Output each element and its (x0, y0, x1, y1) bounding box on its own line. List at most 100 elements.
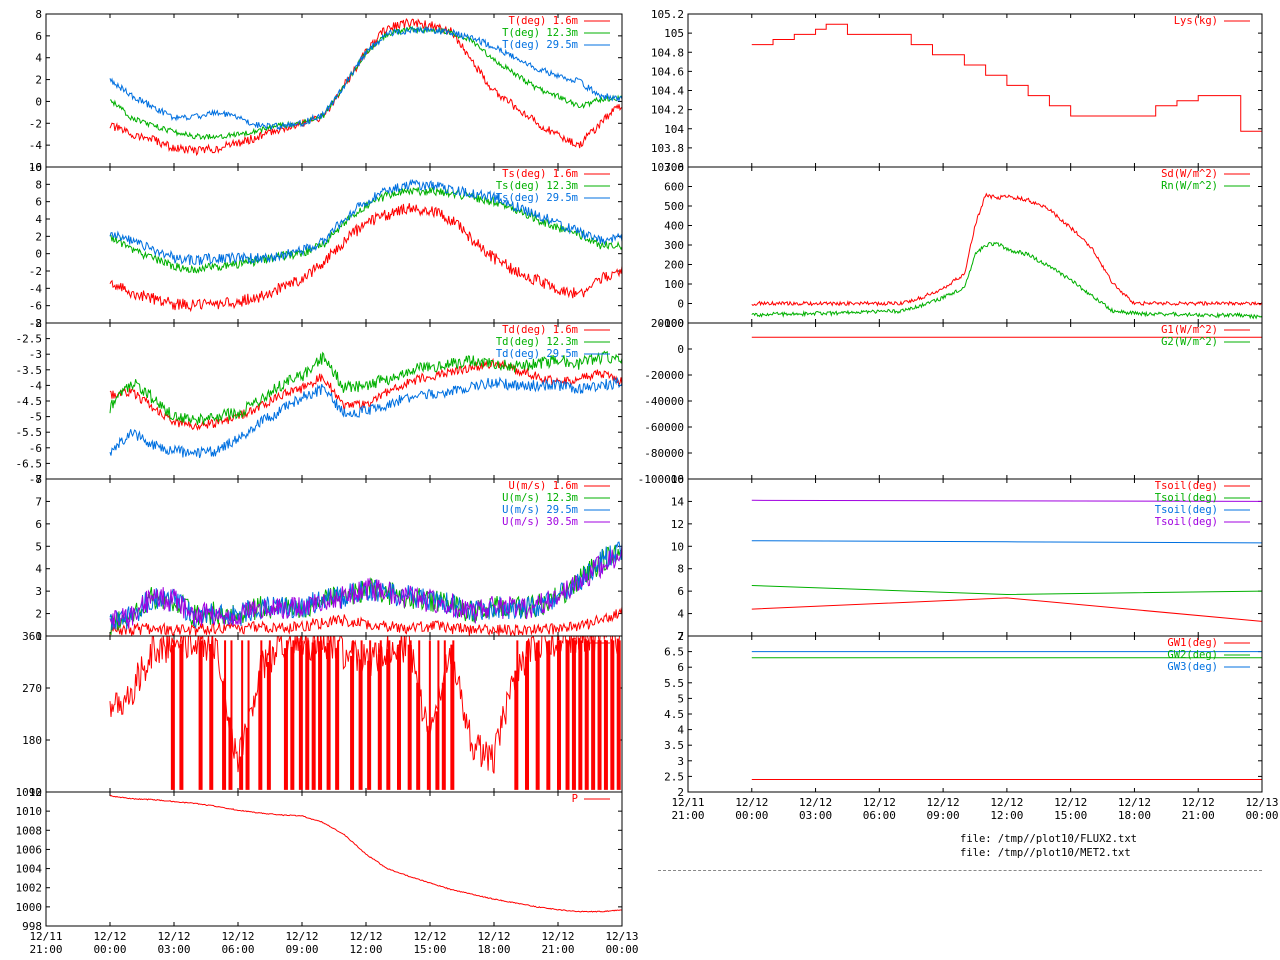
xtick-time: 03:00 (157, 943, 190, 956)
ytick-label: 104.4 (651, 85, 684, 98)
ytick-label: 0 (35, 95, 42, 108)
series-line-rad-0 (751, 192, 1262, 307)
ytick-label: 2 (35, 74, 42, 87)
ytick-label: -4 (29, 282, 43, 295)
panel-wind: 8 7 6 5 4 3 2 1 U(m/s) 1.6mU(m/s) 12.3mU(m/s) 29… (35, 473, 623, 643)
series-line-tsoil-0 (751, 597, 1262, 622)
legend-label: G2(W/m^2) (1161, 336, 1218, 348)
panel-gflux: 20000 0 -20000 -40000 -60000 -80000 -100000 G1(… (638, 317, 1263, 486)
xtick-date: 12/12 (990, 796, 1023, 809)
ytick-label: -2 (29, 317, 42, 330)
ytick-label: 3.5 (664, 739, 684, 752)
plot-frame (45, 791, 623, 927)
ytick-label: 5 (35, 540, 42, 553)
ytick-label: -2 (29, 117, 42, 130)
xtick-date: 12/12 (541, 930, 574, 943)
ytick-label: -8 (29, 317, 42, 330)
legend-label: T(deg) 12.3m (502, 27, 578, 39)
xtick-date: 12/12 (1118, 796, 1151, 809)
ytick-label: -5.5 (16, 426, 43, 439)
xtick-date: 12/12 (349, 930, 382, 943)
ytick-label: -5 (29, 411, 42, 424)
legend-label: GW1(deg) (1167, 637, 1218, 649)
xtick-date: 12/11 (29, 930, 62, 943)
legend-label: GW3(deg) (1167, 661, 1218, 673)
xtick-date: 12/12 (285, 930, 318, 943)
series-line-tsonic-1 (109, 186, 622, 274)
ytick-label: 1006 (16, 843, 43, 856)
ytick-label: 104.8 (651, 46, 684, 59)
file-label-met: file: /tmp//plot10/MET2.txt (960, 847, 1131, 859)
ytick-label: 1000 (16, 901, 43, 914)
ytick-label: -6 (29, 300, 42, 313)
ytick-label: 8 (677, 563, 684, 576)
ytick-label: 4 (35, 52, 42, 65)
series-line-wind-2 (109, 541, 622, 631)
ytick-label: 104.6 (651, 65, 684, 78)
legend-label: T(deg) 29.5m (502, 39, 578, 51)
xtick-time: 21:00 (671, 809, 704, 822)
xtick-date: 12/12 (863, 796, 896, 809)
xtick-time: 06:00 (863, 809, 896, 822)
ytick-label: 270 (22, 682, 42, 695)
series-line-temp-0 (109, 18, 622, 157)
ytick-label: 5 (677, 692, 684, 705)
panel-rad: 700 600 500 400 300 200 100 0 -100 Sd(W/m^2)Rn(W/… (658, 161, 1263, 330)
xtick-date: 12/13 (1245, 796, 1278, 809)
series-line-tsonic-0 (109, 203, 622, 313)
legend-label: U(m/s) 1.6m (508, 480, 578, 492)
legend-label: Sd(W/m^2) (1161, 168, 1218, 180)
ytick-label: 8 (35, 8, 42, 21)
ytick-label: 400 (664, 220, 684, 233)
ytick-label: 3 (677, 755, 684, 768)
file-label-flux: file: /tmp//plot10/FLUX2.txt (960, 833, 1138, 845)
ytick-label: 100 (664, 278, 684, 291)
ytick-label: 180 (22, 734, 42, 747)
ytick-label: 700 (664, 161, 684, 174)
series-line-dew-1 (109, 350, 622, 426)
ytick-label: 14 (671, 495, 685, 508)
ytick-label: -100000 (638, 473, 684, 486)
series-line-tsonic-2 (109, 179, 622, 266)
series-line-temp-2 (109, 25, 622, 131)
ytick-label: 12 (671, 518, 684, 531)
ytick-label: 90 (29, 786, 42, 799)
series-line-wind-0 (109, 606, 622, 636)
xtick-time: 00:00 (735, 809, 768, 822)
ytick-label: 2 (35, 608, 42, 621)
ytick-label: -2.5 (16, 333, 43, 346)
ytick-label: 4.5 (664, 708, 684, 721)
legend-label: Td(deg) 29.5m (496, 348, 578, 360)
ytick-label: 4 (35, 213, 42, 226)
ytick-label: 105.2 (651, 8, 684, 21)
series-line-pres-0 (109, 794, 622, 913)
ytick-label: -6 (29, 161, 42, 174)
legend-label: Lys(kg) (1174, 15, 1218, 27)
legend-label: Rn(W/m^2) (1161, 180, 1218, 192)
ytick-label: 0 (35, 248, 42, 261)
ytick-label: 0 (677, 343, 684, 356)
ytick-label: 2.5 (664, 770, 684, 783)
ytick-label: 1010 (16, 805, 43, 818)
legend-label: G1(W/m^2) (1161, 324, 1218, 336)
legend-label: Ts(deg) 12.3m (496, 180, 578, 192)
ytick-label: 2 (677, 630, 684, 643)
ytick-label: 20000 (651, 317, 684, 330)
ytick-label: 6 (35, 30, 42, 43)
xtick-date: 12/12 (93, 930, 126, 943)
legend-label: U(m/s) 29.5m (502, 504, 578, 516)
ytick-label: 104 (664, 123, 684, 136)
ytick-label: 7 (35, 495, 42, 508)
ytick-label: 6 (35, 196, 42, 209)
ytick-label: 6.5 (664, 646, 684, 659)
panel-gw: 76.565.554.543.532.5212/1121:0012/1200:0… (664, 630, 1278, 822)
ytick-label: 2 (677, 786, 684, 799)
ytick-label: -6.5 (16, 457, 43, 470)
ytick-label: 4 (35, 563, 42, 576)
series-line-tsoil-1 (751, 585, 1262, 596)
xtick-time: 09:00 (285, 943, 318, 956)
legend-label: U(m/s) 30.5m (502, 516, 578, 528)
series-line-dir-0 (109, 636, 620, 774)
ytick-label: 103.8 (651, 142, 684, 155)
legend-label: Tsoil(deg) (1155, 516, 1218, 528)
